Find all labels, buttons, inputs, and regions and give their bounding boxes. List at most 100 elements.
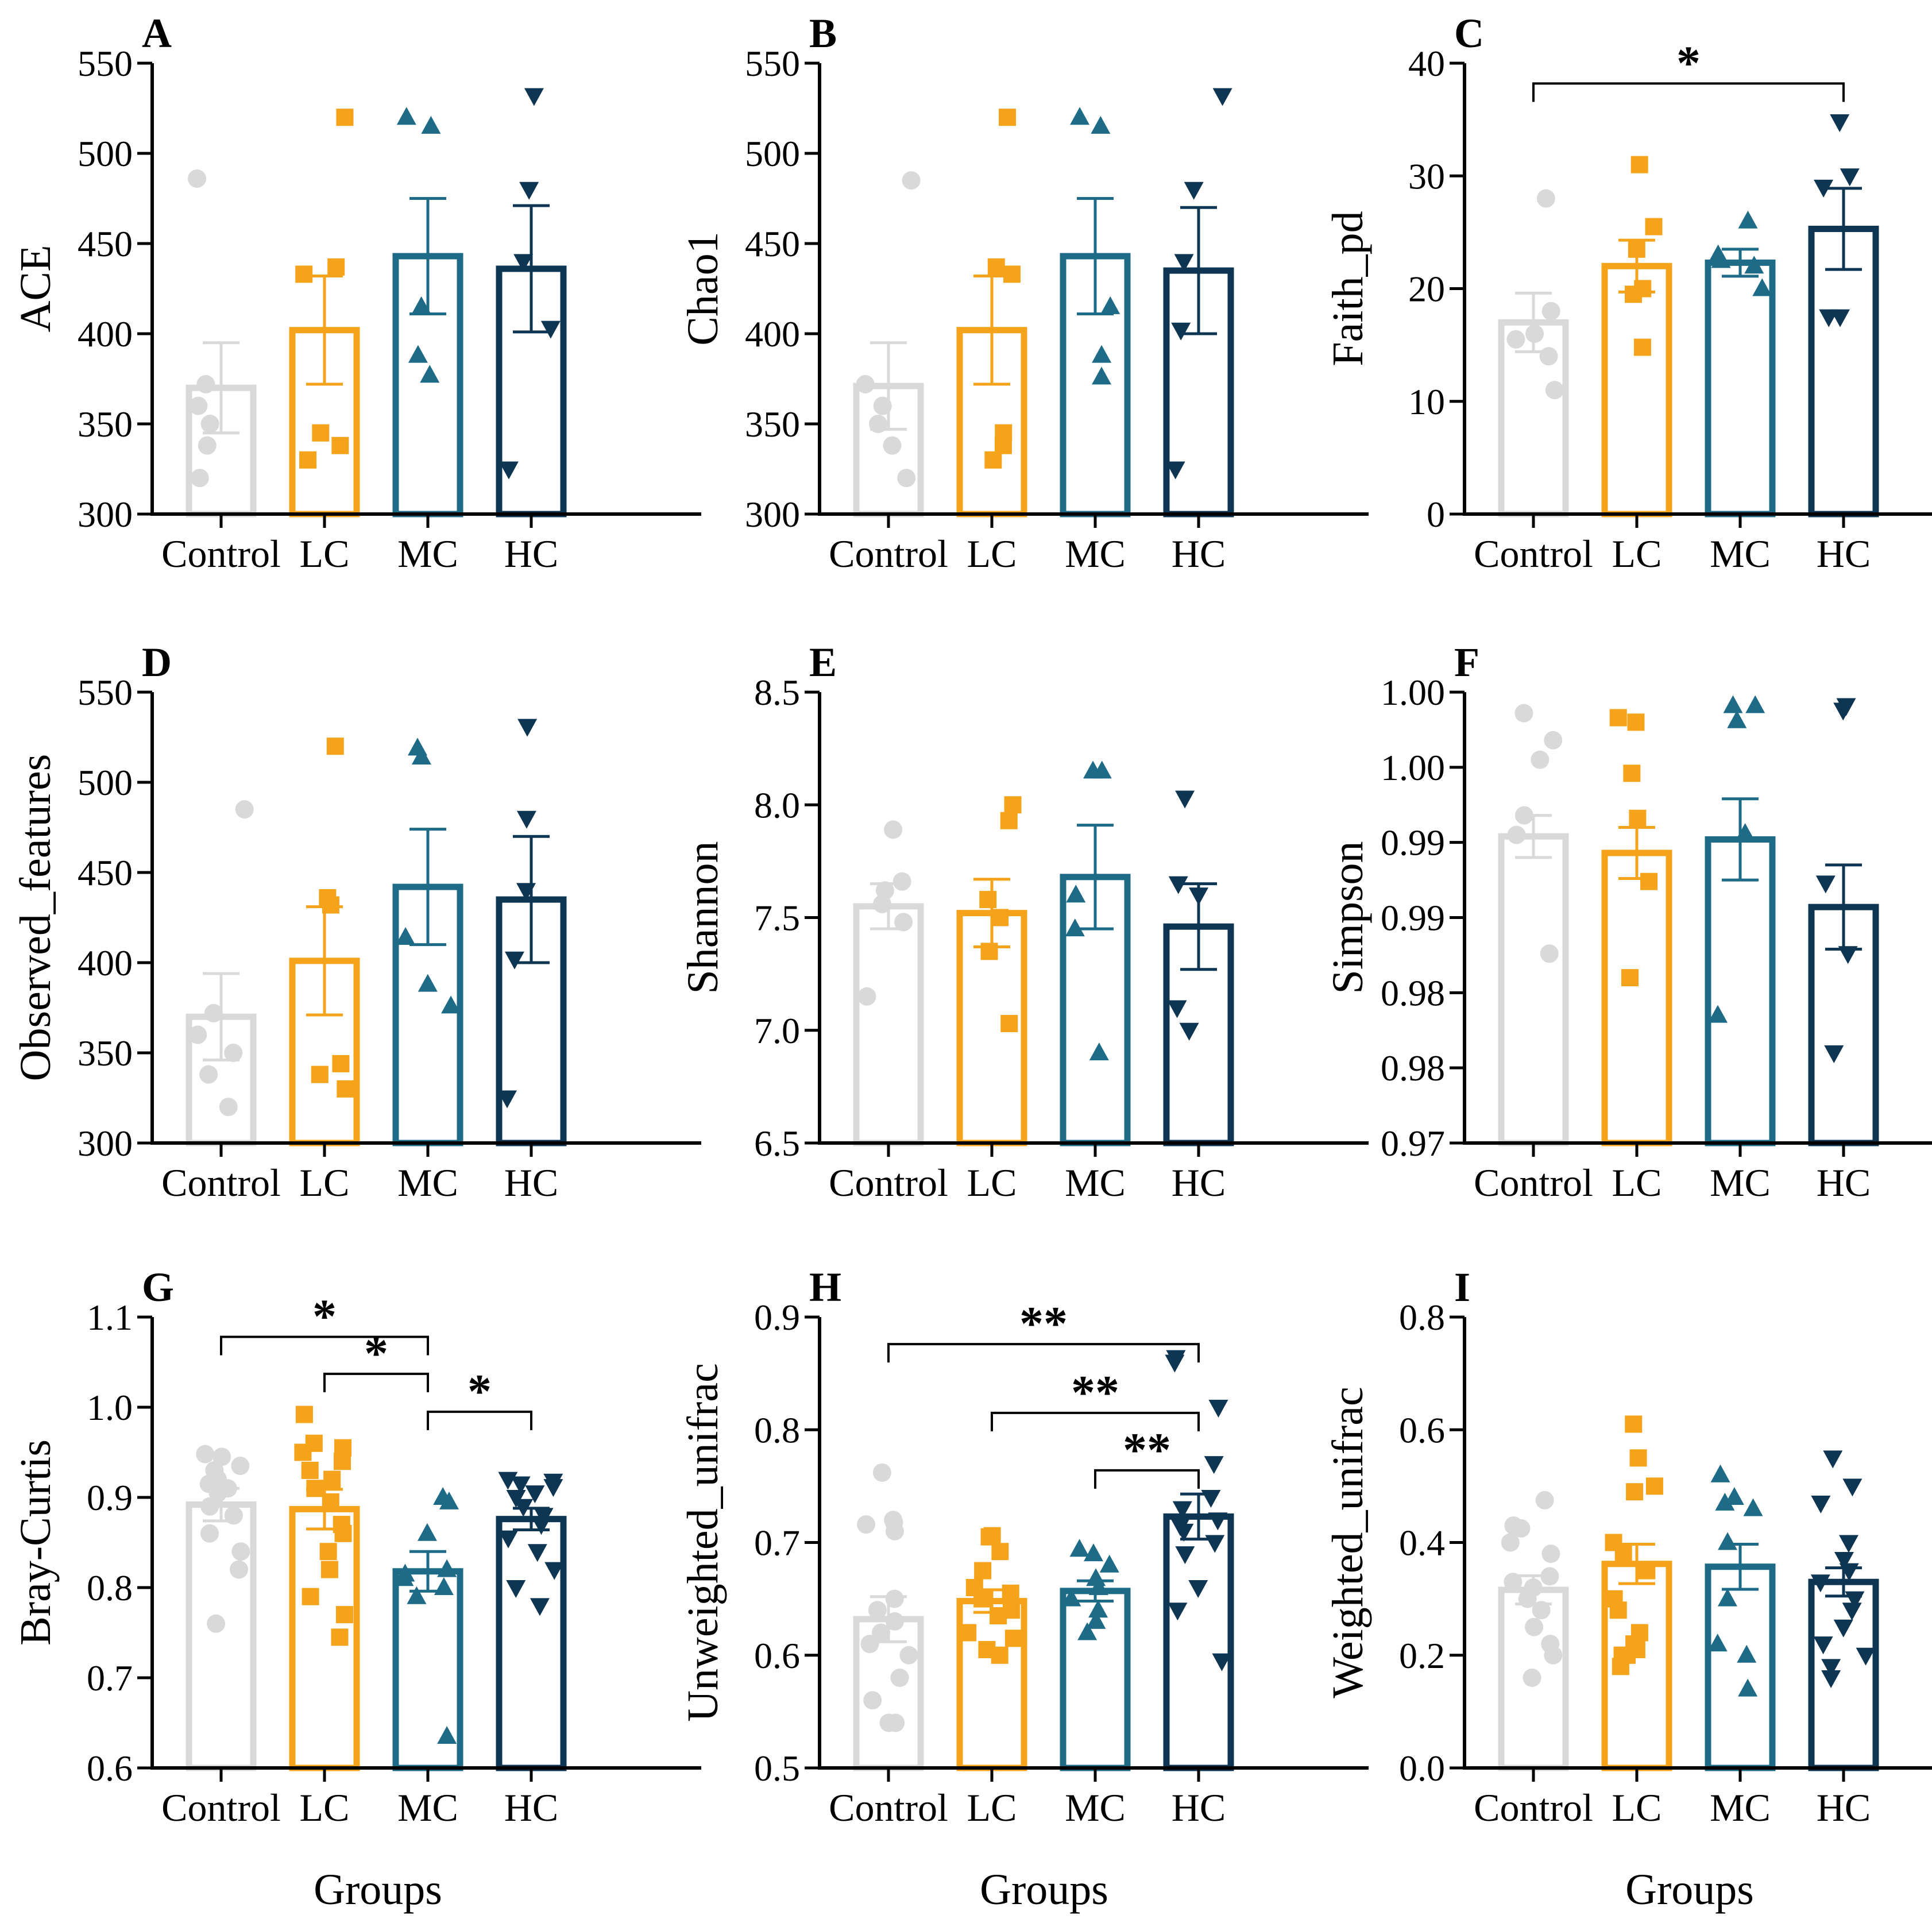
point-MC	[396, 927, 416, 945]
point-HC	[1821, 1670, 1841, 1688]
point-LC	[974, 1562, 992, 1580]
point-HC	[499, 461, 519, 480]
x-tick-label-Control: Control	[829, 1786, 948, 1829]
point-MC	[1743, 1498, 1763, 1516]
panel-D: D Observed_features 300 350 400 450 500 550 Cont…	[11, 639, 701, 1204]
x-tick-label-HC: HC	[504, 1161, 558, 1204]
point-MC	[1718, 1532, 1738, 1550]
x-tick-label-LC: LC	[300, 1786, 350, 1829]
point-LC	[322, 1493, 339, 1511]
point-HC	[1839, 1563, 1859, 1581]
point-LC	[994, 437, 1012, 454]
point-Control	[871, 1623, 890, 1642]
point-MC	[394, 1568, 414, 1586]
point-Control	[856, 374, 875, 393]
point-LC	[1629, 1449, 1647, 1467]
groups-xlabel-text: Groups	[314, 1866, 442, 1914]
panel-H: H Unweighted_unifrac 0.5 0.6 0.7 0.8 0.9 Contro…	[679, 1264, 1369, 1829]
point-MC	[1717, 1588, 1737, 1607]
point-Control	[235, 800, 254, 819]
point-MC	[1092, 366, 1112, 385]
panel-letter: H	[809, 1264, 841, 1310]
x-tick-label-MC: MC	[1065, 1161, 1126, 1204]
significance-star: **	[1019, 1297, 1068, 1350]
point-LC	[973, 1590, 991, 1608]
groups-xlabel-2: Groups	[980, 1866, 1108, 1914]
point-LC	[332, 1055, 350, 1072]
point-LC	[1004, 796, 1022, 814]
point-LC	[323, 1470, 341, 1488]
bar-Control	[1498, 833, 1569, 1146]
panel-G: G Bray-Curtis 0.6 0.7 0.8 0.9 1.0 1.1 Control LC M…	[11, 1264, 701, 1829]
point-HC	[524, 88, 544, 106]
point-HC	[1168, 876, 1188, 894]
point-MC	[1089, 1042, 1109, 1060]
point-Control	[886, 1612, 905, 1631]
point-LC	[1609, 709, 1627, 727]
point-Control	[1514, 704, 1533, 723]
y-axis-label: Weighted_unifrac	[1324, 1387, 1372, 1698]
point-Control	[196, 374, 215, 393]
point-LC	[1623, 764, 1641, 782]
y-tick-label: 40	[1408, 43, 1445, 84]
point-MC	[1715, 1492, 1735, 1511]
y-tick-label: 450	[78, 852, 133, 893]
point-MC	[1069, 1539, 1089, 1557]
point-LC	[984, 451, 1002, 469]
x-tick-label-LC: LC	[1612, 1161, 1662, 1204]
point-HC	[1830, 114, 1850, 133]
point-Control	[1545, 381, 1564, 400]
point-LC	[998, 109, 1016, 126]
point-HC	[1205, 1535, 1225, 1553]
bar-HC	[496, 1516, 567, 1771]
significance-star: *	[1676, 36, 1701, 90]
point-Control	[224, 1044, 243, 1062]
bar-MC	[1705, 836, 1776, 1146]
point-LC	[980, 1528, 998, 1546]
point-Control	[224, 1506, 243, 1525]
point-MC	[1092, 345, 1112, 363]
point-HC	[1175, 790, 1195, 809]
point-Control	[1506, 330, 1525, 349]
point-Control	[1540, 944, 1559, 963]
point-HC	[504, 951, 524, 970]
point-Control	[1544, 1646, 1563, 1665]
point-HC	[513, 1499, 534, 1517]
y-tick-label: 0.6	[754, 1635, 800, 1676]
point-HC	[1208, 1400, 1228, 1418]
point-Control	[892, 872, 911, 891]
point-HC	[1212, 88, 1232, 106]
point-LC	[991, 909, 1009, 926]
significance-bracket	[887, 1343, 1200, 1363]
point-Control	[890, 1669, 909, 1687]
y-tick-label: 550	[745, 43, 800, 84]
panel-letter: E	[809, 639, 837, 685]
point-HC	[498, 1472, 518, 1490]
panel-I: I Weighted_unifrac 0.0 0.2 0.4 0.6 0.8 Control L…	[1324, 1264, 1932, 1829]
point-Control	[857, 1515, 876, 1534]
point-LC	[295, 265, 313, 283]
point-LC	[335, 1606, 353, 1624]
point-MC	[411, 296, 431, 314]
point-Control	[863, 1691, 882, 1710]
point-Control	[1532, 1601, 1551, 1620]
point-LC	[1614, 1545, 1632, 1563]
y-axis-label: Simpson	[1324, 841, 1372, 994]
x-tick-label-MC: MC	[1065, 1786, 1126, 1829]
x-tick-label-MC: MC	[1710, 1786, 1771, 1829]
point-LC	[990, 1607, 1007, 1625]
y-tick-label: 0.0	[1399, 1748, 1445, 1789]
x-tick-label-HC: HC	[504, 1786, 558, 1829]
point-MC	[437, 1726, 457, 1744]
point-MC	[1723, 695, 1743, 713]
point-MC	[439, 1491, 459, 1509]
point-MC	[418, 974, 438, 992]
point-HC	[1175, 1546, 1195, 1565]
point-LC	[1621, 969, 1639, 987]
y-tick-label: 8.5	[754, 672, 800, 713]
y-tick-label: 500	[78, 762, 133, 803]
x-tick-label-HC: HC	[1817, 1161, 1871, 1204]
point-MC	[1708, 1005, 1728, 1023]
point-Control	[198, 436, 217, 455]
point-LC	[319, 1543, 337, 1561]
